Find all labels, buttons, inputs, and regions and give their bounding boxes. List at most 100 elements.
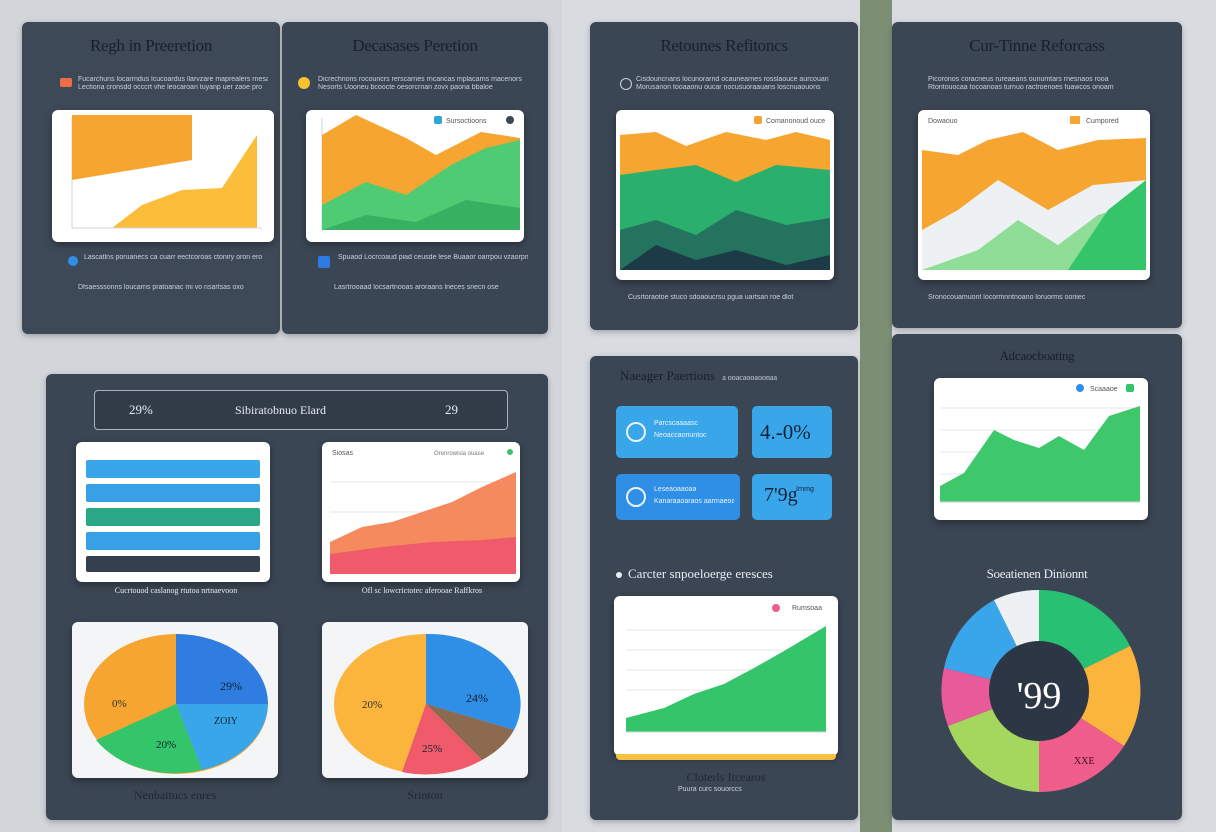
pie-card-2[interactable]: 20% 24% 25% — [322, 622, 528, 778]
bar-list-card[interactable] — [76, 442, 270, 582]
chart-7-area-green — [940, 406, 1140, 502]
panel-7-title: Adcaocboating — [999, 348, 1075, 363]
donut-center — [989, 641, 1089, 741]
panel-2: Decasases Peretion Dicrechnons rocouncrs… — [282, 22, 548, 334]
bar-row — [86, 556, 260, 572]
panel-5: 29% Sibiratobnuo Elard 29 Siosas Orenrow… — [46, 374, 548, 820]
panel-1-footer: Dfsaesssonns loucarns pratoanac mi vo ns… — [78, 284, 244, 291]
kpi-card-3[interactable]: Leseaoaaoaa Kanaraaoaraos aarmaeoa — [616, 474, 740, 520]
panel-4-text-1: Picoronos coracneus rureaeans ounumtars … — [928, 76, 1109, 83]
pie-1-slice-lightblue — [176, 704, 268, 770]
chart-6-shelf — [616, 754, 836, 760]
caption-area: Ofl sc lowcrictotec aferooae Raffkros — [361, 586, 483, 595]
kpi-card-4[interactable]: 7'9g Irnmg — [752, 474, 832, 520]
panel-4-text-2: Rtontouocaa tocoanoas turnuo ractroenoes… — [928, 84, 1114, 91]
panel-2-note: Spuaod Locrcoaud piad ceusde lese Buaaor… — [338, 254, 528, 261]
bar-row — [86, 484, 260, 502]
panel-2-text-1: Dicrechnons rocouncrs rerscarnes rncanca… — [318, 76, 522, 83]
donut-center-value: '99 — [1017, 675, 1062, 717]
caption-bars: Cucrtouod caslanog rtutoa nrtnaevoon — [114, 586, 238, 595]
mini-area-card[interactable]: Siosas Orenrowisia ouase — [322, 442, 520, 582]
kpi-2-icon — [626, 487, 646, 507]
chart-7-svg: Scaaaoe — [940, 384, 1140, 503]
pie-2-slice-brown — [426, 704, 514, 760]
info-icon — [68, 256, 78, 266]
panel-6-title-suffix: a ooacaooaoonaa — [722, 373, 778, 382]
bar-row — [86, 460, 260, 478]
pie-card-1[interactable]: 29% 0% ZOIY 20% — [72, 622, 278, 778]
panel-7: Adcaocboating Scaaaoe Soeatienen Dinionn… — [892, 334, 1182, 820]
donut-slice-yellow — [1039, 646, 1141, 746]
kpi-card-2[interactable]: 4.-0% — [752, 406, 832, 458]
panel-2-text-2: Nesorts Uooneu bcoocte oesorcrnan zovx p… — [318, 84, 493, 91]
panel-3-text-1: Cisdouncnans locunorarnd ocaunearnes ros… — [636, 76, 829, 83]
pie-2-svg: 20% 24% 25% — [334, 633, 521, 775]
panel-3-text-2: Morusanon tooaaonu oucar nocusuoraauans … — [636, 84, 821, 91]
pie-1-label: 0% — [112, 698, 127, 710]
header-center-label: Sibiratobnuo Elard — [235, 403, 326, 417]
bar-row — [86, 508, 260, 526]
header-left-value: 29% — [129, 402, 153, 417]
chart-6-legend: Rumsoaa — [792, 605, 822, 612]
panel-3: Retounes Refitoncs Cisdouncnans locunora… — [590, 22, 858, 330]
chart-3-legend-swatch — [754, 116, 762, 124]
kpi-2-sub2: Irnmg — [796, 486, 814, 493]
chart-2-menu-icon[interactable] — [506, 116, 514, 124]
panel-6-section: Carcter snpoeloerge eresces — [616, 566, 773, 582]
chart-6-legend-dot — [772, 604, 780, 612]
chart-3-svg: Comanonoud ouce — [620, 116, 830, 270]
chart-2-svg: Sursoctioons — [321, 115, 520, 230]
pie-1-label: 29% — [220, 679, 242, 693]
chart-2-legend: Sursoctioons — [446, 118, 487, 125]
panel-6-caption: Cloterls Itcearos — [686, 770, 766, 784]
panel-6-title-main: Naeager Paertions — [620, 368, 715, 383]
kpi-2-value: 7'9g — [764, 484, 798, 506]
chart-1-area-yellow — [72, 135, 257, 228]
chart-7-legend: Scaaaoe — [1090, 386, 1118, 393]
kpi-1-value: 4.-0% — [760, 420, 811, 444]
panel-6-title: Naeager Paertions a ooacaooaoonaa — [620, 368, 777, 384]
pie-2-label: 20% — [362, 699, 382, 711]
panel-3-title: Retounes Refitoncs — [660, 36, 788, 55]
panel-1-area-chart[interactable] — [52, 110, 274, 242]
section-title: Carcter snpoeloerge eresces — [628, 566, 773, 581]
panel-1-title: Regh in Preeretion — [89, 36, 213, 55]
bar-row — [86, 532, 260, 550]
globe-icon — [620, 78, 632, 90]
kpi-1-icon — [626, 422, 646, 442]
chart-2-area-green-dark — [322, 200, 520, 230]
donut-chart[interactable]: '99 XXE — [934, 586, 1144, 796]
kpi-1-sub: Neoaccaoriuntoc — [654, 432, 707, 439]
chart-7-legend-dot — [1076, 384, 1084, 392]
panel-2-footer: Lasrtrooaad locsartnooas aroraans lneces… — [334, 284, 499, 291]
header-right-value: 29 — [445, 402, 458, 417]
panel-1-legend: Lascatlns poruanecs ca cuarr eectcoroas … — [84, 254, 263, 261]
chart-6-area-green — [626, 626, 826, 732]
panel-3-area-chart[interactable]: Comanonoud ouce — [616, 110, 834, 280]
kpi-2-sub: Kanaraaoaraos aarmaeoa — [654, 498, 734, 505]
panel-1-text-2: Lectiona cronsdd occcrt vhe leocaroan tu… — [78, 84, 263, 91]
panel-1-text-1: Fucarchuns locarrndus lcucoardus llarvza… — [78, 76, 268, 83]
tag-icon — [60, 78, 72, 87]
panel-4-footer: Sronocouamuont locormnntnoano loruorms o… — [928, 294, 1086, 301]
chart-6-svg: Rumsoaa — [626, 604, 826, 733]
donut-slice-label: XXE — [1074, 756, 1095, 767]
panel-6: Naeager Paertions a ooacaooaoonaa Parcsc… — [590, 356, 858, 820]
chart-4-area-green — [1068, 180, 1146, 270]
panel-2-area-chart[interactable]: Sursoctioons — [306, 110, 524, 242]
panel-4-area-chart[interactable]: Dowaouo Cumpored — [918, 110, 1150, 280]
panel-7-area-chart[interactable]: Scaaaoe — [934, 378, 1148, 520]
panel-6-caption-sub: Puura curc souorccs — [678, 786, 742, 793]
chart-4-legend-left: Dowaouo — [928, 118, 958, 125]
kpi-1-label: Parcscaaaasc — [654, 420, 698, 427]
pie-2-label: 24% — [466, 691, 488, 705]
pie-1-label: 20% — [156, 739, 176, 751]
panel-6-area-chart[interactable]: Rumsoaa — [614, 596, 838, 756]
header-bar: 29% Sibiratobnuo Elard 29 — [94, 390, 508, 430]
caption-pie-1: Nenbaitucs enres — [133, 788, 217, 802]
chart-2-legend-swatch — [434, 116, 442, 124]
chart-5-area-red — [330, 537, 516, 574]
pie-1-slice-blue — [176, 634, 268, 704]
kpi-card-1[interactable]: Parcscaaaasc Neoaccaoriuntoc — [616, 406, 738, 458]
caption-pie-2: Srinton — [407, 788, 443, 802]
